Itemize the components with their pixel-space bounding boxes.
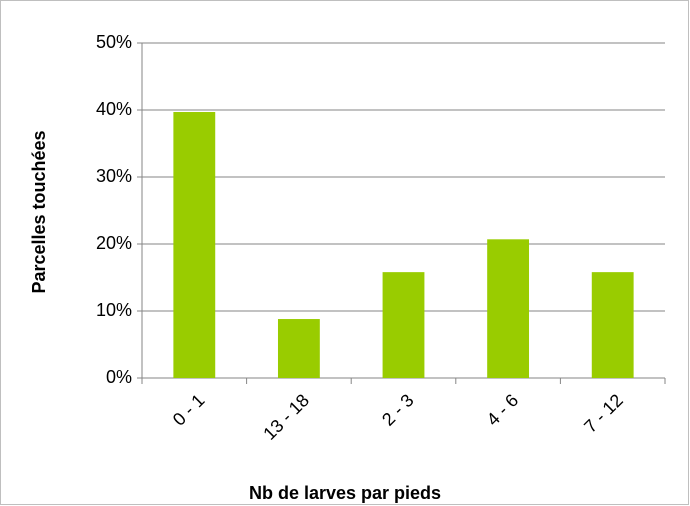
bar <box>277 319 320 378</box>
bar <box>591 272 634 378</box>
y-tick-label: 40% <box>96 99 132 119</box>
y-tick-label: 20% <box>96 233 132 253</box>
bar <box>173 112 216 378</box>
x-axis-title: Nb de larves par pieds <box>249 483 441 503</box>
y-axis-title: Parcelles touchées <box>29 130 49 293</box>
y-tick-label: 10% <box>96 300 132 320</box>
bar <box>382 272 425 378</box>
y-tick-label: 30% <box>96 166 132 186</box>
y-tick-label: 50% <box>96 32 132 52</box>
y-tick-label: 0% <box>106 367 132 387</box>
bar <box>487 239 530 378</box>
